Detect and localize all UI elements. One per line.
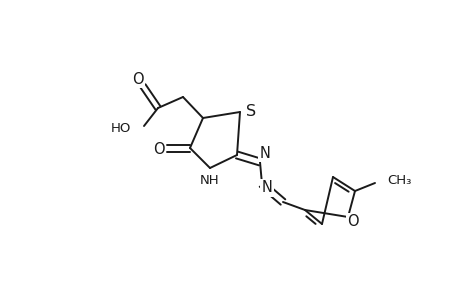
Text: O: O [347,214,358,230]
Text: HO: HO [110,122,131,136]
Text: S: S [246,103,256,118]
Text: O: O [153,142,164,157]
Text: CH₃: CH₃ [386,173,410,187]
Text: NH: NH [200,173,219,187]
Text: N: N [261,181,272,196]
Text: O: O [132,71,144,86]
Text: N: N [259,146,270,160]
